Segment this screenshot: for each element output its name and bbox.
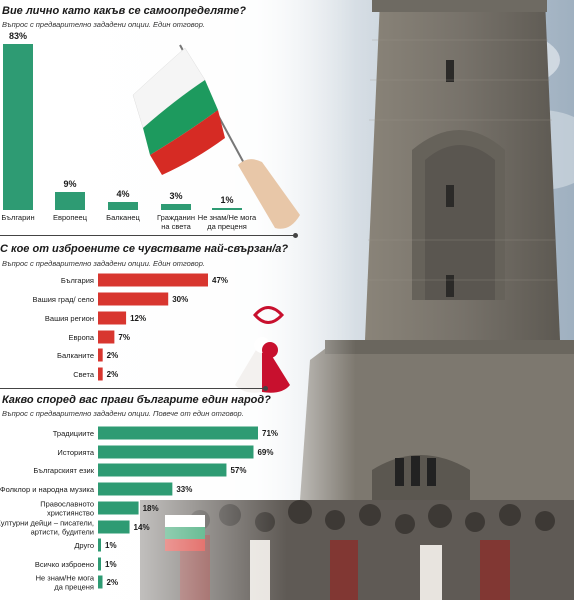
chart2-bar-1 <box>98 292 169 306</box>
chart3-value-label-0: 71% <box>262 429 278 438</box>
chart1-category-label-2: Балканец <box>106 213 140 222</box>
chart2-bar-5 <box>98 367 103 381</box>
chart1-value-label-4: 1% <box>220 195 233 205</box>
chart1-separator <box>0 235 295 236</box>
chart3-bar-4 <box>98 501 139 515</box>
chart2-category-label-3: Европа <box>68 333 94 342</box>
chart3-bar-1 <box>98 445 254 459</box>
chart2-category-label-4: Балканите <box>57 351 94 360</box>
chart3-category-label-4: Православното християнство <box>40 500 94 518</box>
chart1-category-label-1: Европеец <box>53 213 88 222</box>
chart1-bar-1 <box>55 192 85 210</box>
chart3-value-label-8: 2% <box>107 578 119 587</box>
chart2-category-label-2: Вашия регион <box>45 314 94 323</box>
chart2-subtitle: Въпрос с предварително зададени опции. Е… <box>2 259 205 268</box>
chart3-value-label-4: 18% <box>143 504 159 513</box>
chart1-bar-4 <box>212 208 242 210</box>
chart1-category-label-4: Не знам/Не мога да преценя <box>198 213 257 231</box>
chart3-bar-3 <box>98 482 173 496</box>
chart2-bar-2 <box>98 311 127 325</box>
chart3-category-label-8: Не знам/Не мога да преценя <box>36 574 95 592</box>
chart2-value-label-5: 2% <box>107 370 119 379</box>
chart2-value-label-4: 2% <box>107 351 119 360</box>
chart2-category-label-0: България <box>61 276 94 285</box>
chart3-subtitle: Въпрос с предварително зададени опции. П… <box>2 409 244 418</box>
chart3-value-label-3: 33% <box>176 485 192 494</box>
chart2-bar-0 <box>98 273 208 287</box>
chart1-value-label-3: 3% <box>169 191 182 201</box>
chart1-value-label-0: 83% <box>9 31 27 41</box>
chart2-bar-3 <box>98 330 115 344</box>
chart1-value-label-1: 9% <box>63 179 76 189</box>
chart3-value-label-2: 57% <box>230 466 246 475</box>
chart2-bar-4 <box>98 348 103 362</box>
chart3-category-label-0: Традициите <box>53 429 94 438</box>
chart3-category-label-1: Историята <box>57 448 94 457</box>
chart2-separator <box>0 388 265 389</box>
chart3-value-label-6: 1% <box>105 541 117 550</box>
chart1-separator-dot <box>293 233 298 238</box>
chart2-value-label-0: 47% <box>212 276 228 285</box>
chart3-bar-5 <box>98 520 130 534</box>
chart1-category-label-3: Гражданин на света <box>157 213 195 231</box>
chart1-bar-3 <box>161 204 191 210</box>
chart2-title: С кое от изброените се чувствате най-свъ… <box>0 243 289 255</box>
chart3-value-label-1: 69% <box>257 448 273 457</box>
chart3-value-label-5: 14% <box>134 523 150 532</box>
chart2-value-label-3: 7% <box>118 333 130 342</box>
chart3-value-label-7: 1% <box>105 560 117 569</box>
chart3-bar-0 <box>98 426 258 440</box>
chart3-bar-8 <box>98 575 103 589</box>
chart2-value-label-2: 12% <box>130 314 146 323</box>
chart3-category-label-6: Друго <box>74 541 94 550</box>
chart2-category-label-5: Света <box>73 370 95 379</box>
chart3-category-label-3: Фолклор и народна музика <box>0 485 95 494</box>
chart1-category-label-0: Българин <box>1 213 34 222</box>
chart3-category-label-5: Културни дейци – писатели, артисти, будит… <box>0 519 94 537</box>
bulgarian-flag <box>132 44 300 229</box>
chart3-title: Какво според вас прави българите един на… <box>2 394 271 406</box>
chart3-bar-2 <box>98 463 227 477</box>
chart3-category-label-2: Българският език <box>33 466 94 475</box>
chart3-bar-7 <box>98 557 101 571</box>
chart3-category-label-7: Всичко изброено <box>35 560 94 569</box>
chart1-title: Вие лично като какъв се самоопределяте? <box>2 5 246 17</box>
martenitsa <box>235 306 290 393</box>
chart2-value-label-1: 30% <box>172 295 188 304</box>
chart3-bar-6 <box>98 538 101 552</box>
chart1-bar-0 <box>3 44 33 210</box>
crowd <box>0 490 574 600</box>
chart2-category-label-1: Вашия град/ село <box>33 295 94 304</box>
chart1-subtitle: Въпрос с предварително зададени опции. Е… <box>2 20 205 29</box>
chart1-value-label-2: 4% <box>116 189 129 199</box>
chart2-separator-dot <box>263 386 268 391</box>
chart1-bar-2 <box>108 202 138 210</box>
